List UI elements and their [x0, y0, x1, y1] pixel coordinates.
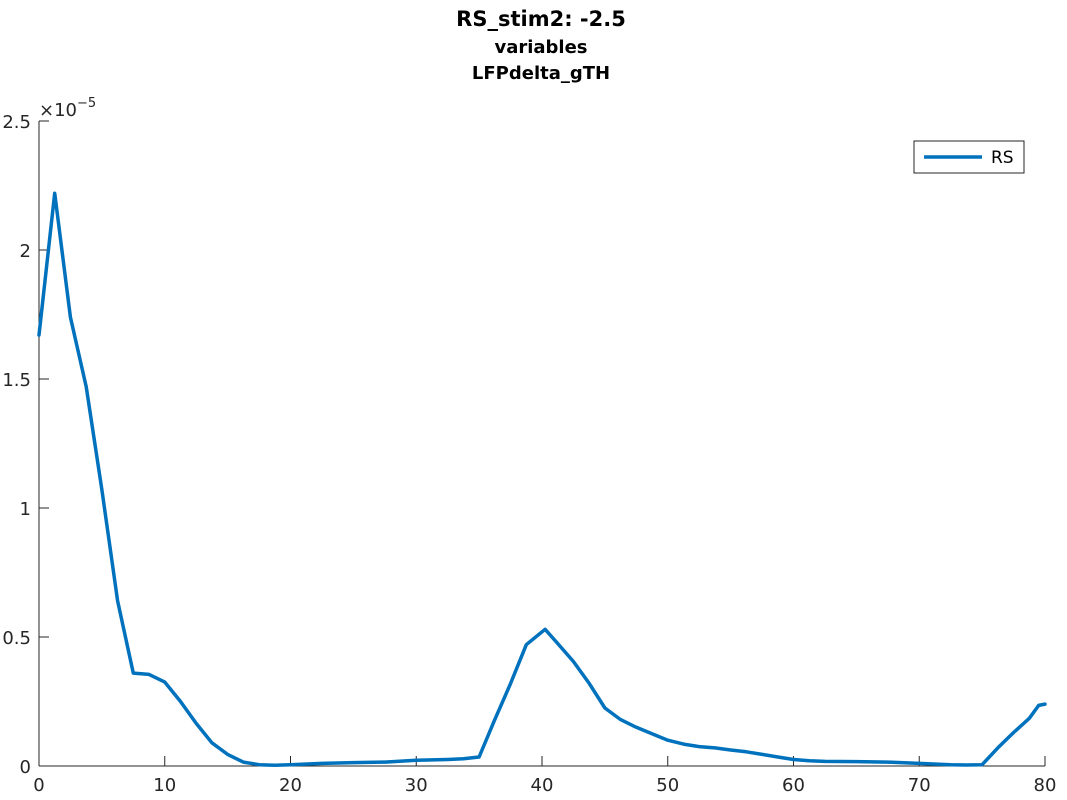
y-tick-label: 1.5: [2, 370, 31, 391]
x-tick-label: 10: [153, 775, 176, 796]
x-tick-label: 40: [531, 775, 554, 796]
x-tick-label: 30: [405, 775, 428, 796]
x-tick-label: 20: [279, 775, 302, 796]
y-axis-exponent-power: −5: [77, 96, 96, 111]
chart-subtitle-variables: variables: [494, 37, 587, 58]
x-tick-label: 70: [908, 775, 931, 796]
x-tick-label: 50: [656, 775, 679, 796]
x-tick-label: 60: [782, 775, 805, 796]
x-tick-label: 0: [33, 775, 44, 796]
chart-subtitle-variable-name: LFPdelta_gTH: [472, 63, 610, 84]
y-tick-label: 2.5: [2, 112, 31, 133]
y-axis-exponent-label: ×10−5: [39, 96, 96, 121]
x-axis-ticks: 0 10 20 30 40 50 60 70 80: [33, 756, 1056, 796]
chart-title-block: RS_stim2: -2.5 variables LFPdelta_gTH: [456, 7, 626, 84]
legend-label-rs: RS: [991, 148, 1014, 168]
x-tick-label: 80: [1034, 775, 1057, 796]
series-line-rs: [37, 191, 1047, 767]
axes: [38, 121, 1045, 767]
chart-title: RS_stim2: -2.5: [456, 7, 626, 31]
y-axis-ticks: 0 0.5 1 1.5 2 2.5: [2, 112, 49, 778]
y-tick-label: 2: [20, 241, 31, 262]
svg-text:×10−5: ×10−5: [39, 96, 96, 121]
y-axis-exponent-base: ×10: [39, 100, 77, 121]
y-tick-label: 1: [20, 499, 31, 520]
legend[interactable]: RS: [913, 140, 1025, 174]
series-layer: [37, 191, 1047, 767]
y-tick-label: 0: [20, 757, 31, 778]
y-tick-label: 0.5: [2, 628, 31, 649]
